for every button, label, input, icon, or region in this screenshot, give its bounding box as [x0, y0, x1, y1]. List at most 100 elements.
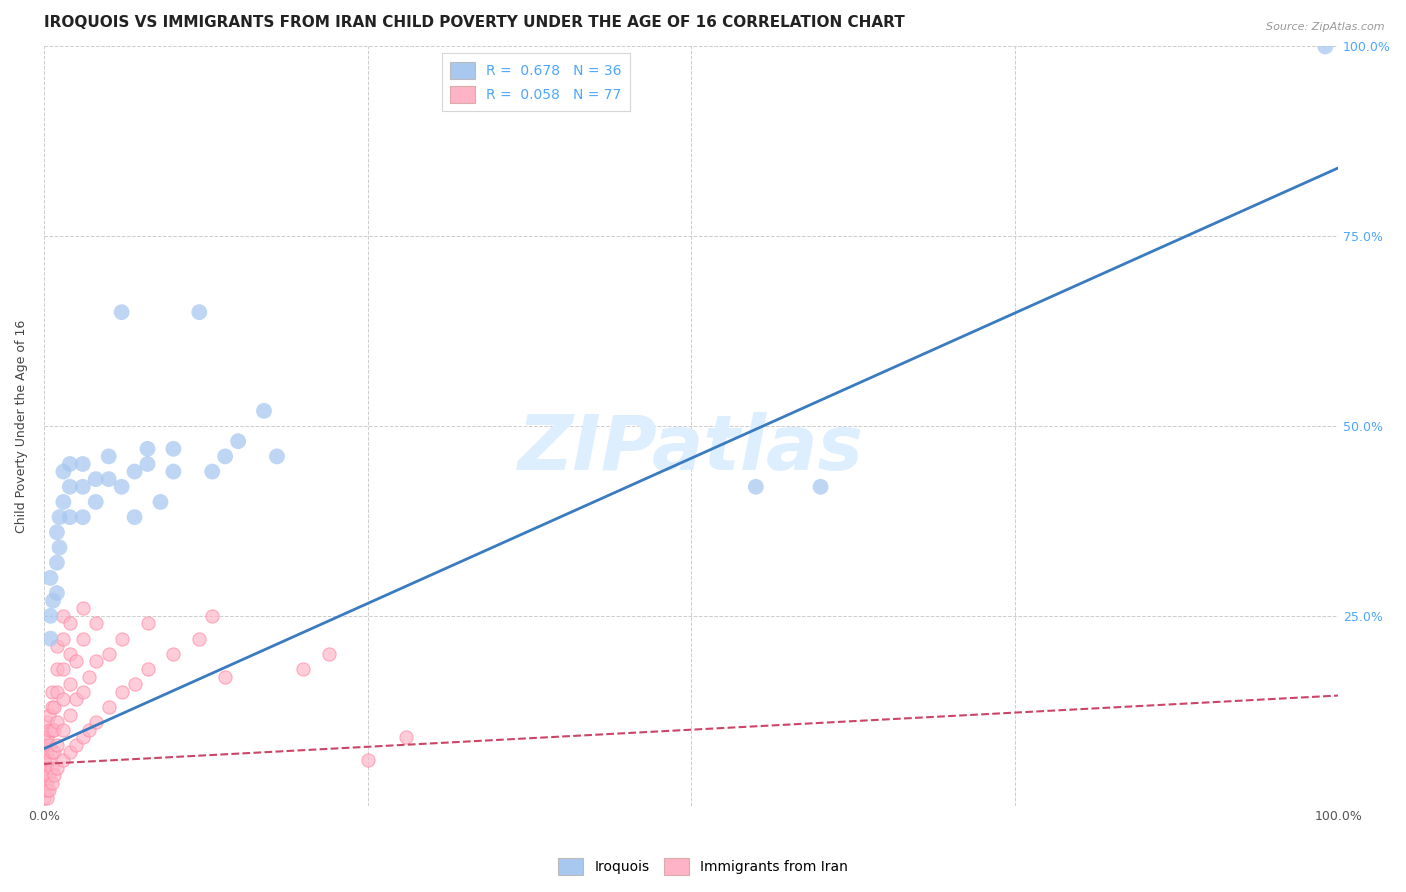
Point: [39, 608, 62, 623]
Point: [188, 305, 211, 319]
Point: [38, 753, 60, 767]
Point: [45, 684, 67, 698]
Point: [52, 608, 75, 623]
Point: [111, 480, 134, 494]
Point: [201, 465, 224, 479]
Point: [39, 571, 62, 585]
Point: [52, 662, 75, 676]
Point: [77, 723, 100, 737]
Point: [48, 510, 70, 524]
Point: [214, 450, 236, 464]
Point: [745, 480, 768, 494]
Point: [44, 723, 66, 737]
Point: [201, 608, 224, 623]
Point: [32, 768, 55, 782]
Point: [35, 746, 58, 760]
Point: [52, 723, 75, 737]
Point: [44, 746, 66, 760]
Point: [52, 632, 75, 646]
Point: [136, 457, 159, 471]
Point: [136, 616, 159, 631]
Point: [124, 677, 146, 691]
Point: [32, 738, 55, 752]
Point: [38, 707, 60, 722]
Point: [65, 738, 87, 752]
Point: [41, 746, 63, 760]
Point: [266, 450, 288, 464]
Point: [45, 556, 67, 570]
Point: [318, 647, 340, 661]
Point: [45, 715, 67, 730]
Point: [52, 692, 75, 706]
Point: [162, 442, 184, 456]
Point: [59, 480, 82, 494]
Point: [59, 457, 82, 471]
Point: [162, 647, 184, 661]
Point: [59, 647, 82, 661]
Point: [395, 731, 418, 745]
Point: [59, 616, 82, 631]
Point: [59, 677, 82, 691]
Point: [810, 480, 832, 494]
Point: [72, 731, 94, 745]
Point: [52, 495, 75, 509]
Point: [84, 616, 107, 631]
Point: [59, 510, 82, 524]
Point: [41, 776, 63, 790]
Point: [226, 434, 249, 449]
Point: [45, 738, 67, 752]
Point: [84, 495, 107, 509]
Point: [38, 723, 60, 737]
Point: [97, 647, 120, 661]
Point: [45, 761, 67, 775]
Point: [41, 723, 63, 737]
Y-axis label: Child Poverty Under the Age of 16: Child Poverty Under the Age of 16: [15, 319, 28, 533]
Point: [97, 450, 120, 464]
Point: [42, 593, 65, 607]
Point: [65, 692, 87, 706]
Point: [65, 654, 87, 668]
Point: [111, 684, 134, 698]
Point: [124, 465, 146, 479]
Point: [35, 731, 58, 745]
Point: [97, 700, 120, 714]
Point: [45, 639, 67, 653]
Point: [59, 746, 82, 760]
Point: [253, 404, 276, 418]
Point: [44, 768, 66, 782]
Point: [32, 761, 55, 775]
Point: [77, 669, 100, 683]
Point: [188, 632, 211, 646]
Legend: R =  0.678   N = 36, R =  0.058   N = 77: R = 0.678 N = 36, R = 0.058 N = 77: [441, 54, 630, 111]
Point: [162, 465, 184, 479]
Text: IROQUOIS VS IMMIGRANTS FROM IRAN CHILD POVERTY UNDER THE AGE OF 16 CORRELATION C: IROQUOIS VS IMMIGRANTS FROM IRAN CHILD P…: [44, 15, 904, 30]
Point: [35, 761, 58, 775]
Point: [38, 783, 60, 797]
Point: [356, 753, 378, 767]
Point: [136, 662, 159, 676]
Point: [136, 442, 159, 456]
Point: [72, 457, 94, 471]
Point: [72, 480, 94, 494]
Point: [48, 541, 70, 555]
Point: [38, 738, 60, 752]
Text: Source: ZipAtlas.com: Source: ZipAtlas.com: [1267, 22, 1385, 32]
Point: [149, 495, 172, 509]
Point: [32, 783, 55, 797]
Point: [72, 632, 94, 646]
Point: [41, 761, 63, 775]
Point: [38, 768, 60, 782]
Point: [84, 654, 107, 668]
Point: [72, 510, 94, 524]
Point: [52, 465, 75, 479]
Point: [59, 707, 82, 722]
Point: [39, 632, 62, 646]
Point: [41, 700, 63, 714]
Point: [32, 746, 55, 760]
Point: [84, 472, 107, 486]
Point: [291, 662, 314, 676]
Point: [1315, 39, 1337, 54]
Point: [72, 684, 94, 698]
Point: [52, 753, 75, 767]
Point: [111, 632, 134, 646]
